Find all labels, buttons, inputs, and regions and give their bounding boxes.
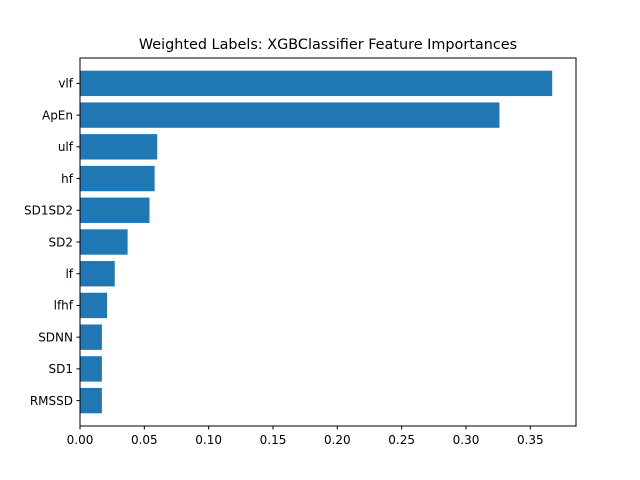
x-tick-label: 0.30 — [453, 433, 480, 447]
bars-group — [80, 70, 553, 414]
x-tick-label: 0.20 — [324, 433, 351, 447]
bar-lfhf — [80, 292, 108, 319]
y-tick-label: RMSSD — [30, 394, 73, 408]
bar-apen — [80, 102, 500, 128]
y-tick-label: ulf — [58, 140, 74, 154]
y-axis-ticks: vlf ApEn ulf hf SD1SD2 SD2 lf lfhf SDNN SD1 RMSSD — [24, 77, 80, 408]
bar-vlf — [80, 70, 553, 97]
x-tick-label: 0.25 — [388, 433, 415, 447]
plot-frame — [79, 57, 577, 427]
y-tick-label: SD1 — [49, 362, 74, 376]
bar-ulf — [80, 134, 158, 160]
y-tick-label: SD1SD2 — [24, 204, 73, 218]
x-tick-label: 0.10 — [195, 433, 222, 447]
y-tick-label: vlf — [58, 77, 73, 91]
bar-sd1sd2 — [80, 197, 150, 223]
y-tick-label: SDNN — [38, 330, 73, 344]
bar-sd2 — [80, 229, 128, 255]
y-tick-label: lfhf — [54, 299, 74, 313]
x-tick-label: 0.15 — [260, 433, 287, 447]
x-tick-label: 0.00 — [67, 433, 94, 447]
bar-sd1 — [80, 356, 102, 382]
y-tick-label: SD2 — [49, 235, 74, 249]
y-tick-label: hf — [61, 172, 74, 186]
x-tick-label: 0.05 — [131, 433, 158, 447]
y-tick-label: ApEn — [42, 108, 73, 122]
bar-lf — [80, 261, 115, 287]
bar-sdnn — [80, 324, 102, 350]
x-tick-label: 0.35 — [517, 433, 544, 447]
y-tick-label: lf — [65, 267, 73, 281]
bar-hf — [80, 165, 155, 192]
x-axis-ticks: 0.00 0.05 0.10 0.15 0.20 0.25 0.30 0.35 — [67, 426, 544, 447]
chart-title: Weighted Labels: XGBClassifier Feature I… — [139, 37, 517, 53]
bar-rmssd — [80, 387, 102, 414]
